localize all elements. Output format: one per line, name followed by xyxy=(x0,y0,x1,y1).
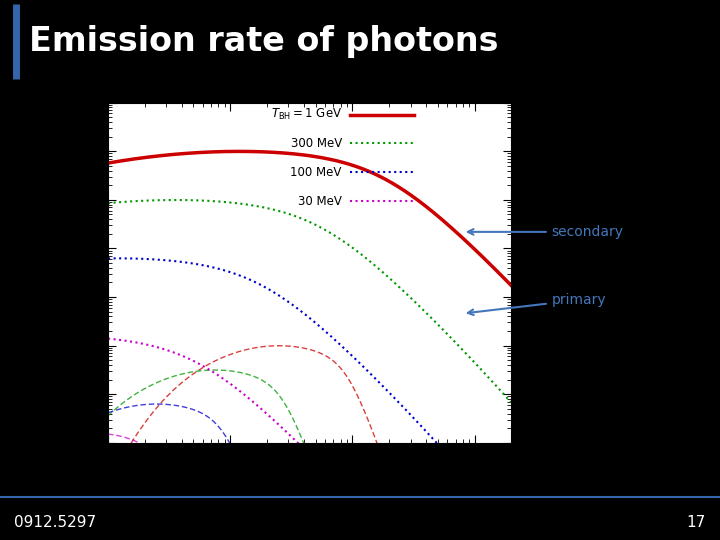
Text: Emission rate of photons: Emission rate of photons xyxy=(29,25,498,58)
Text: 17: 17 xyxy=(686,516,706,530)
Text: primary: primary xyxy=(468,293,606,315)
Text: 300 MeV: 300 MeV xyxy=(291,137,342,150)
Text: $T_{\mathrm{BH}} = 1$ GeV: $T_{\mathrm{BH}} = 1$ GeV xyxy=(271,107,342,122)
Text: secondary: secondary xyxy=(468,225,624,239)
Text: 0912.5297: 0912.5297 xyxy=(14,516,96,530)
X-axis label: $E_{\gamma}$ [GeV]: $E_{\gamma}$ [GeV] xyxy=(276,470,343,490)
Y-axis label: $\mathrm{d}^2 N_{\gamma}/\mathrm{d}E_{\gamma}\,\mathrm{d}t\;[\mathrm{GeV}^{-1}\,: $\mathrm{d}^2 N_{\gamma}/\mathrm{d}E_{\g… xyxy=(51,200,72,345)
Text: 30 MeV: 30 MeV xyxy=(298,195,342,208)
Text: 100 MeV: 100 MeV xyxy=(290,166,342,179)
